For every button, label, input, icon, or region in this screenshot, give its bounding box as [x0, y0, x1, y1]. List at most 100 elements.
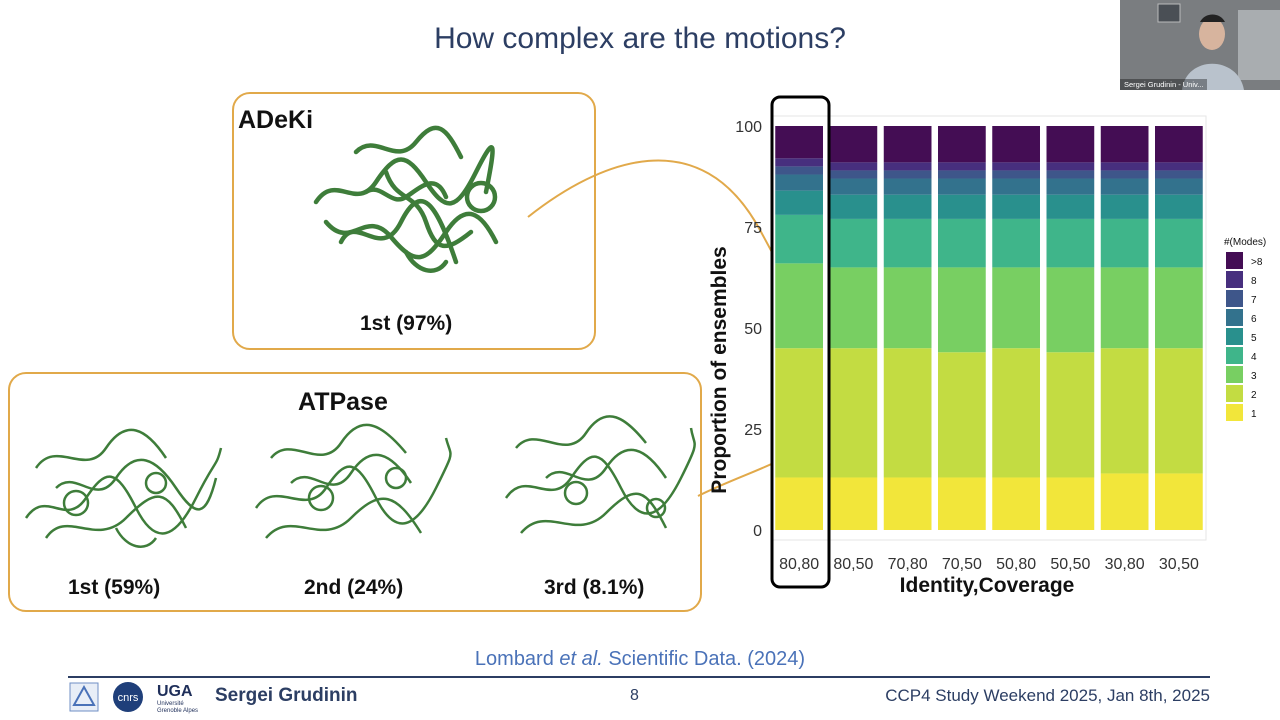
bar-segment-30-80-modes-2 — [1100, 348, 1149, 474]
bar-segment-70-80-modes-gt8 — [883, 126, 932, 163]
bar-segment-70-50-modes-4 — [938, 218, 986, 268]
bar-segment-30-80-modes-4 — [1100, 218, 1149, 268]
legend-label: 3 — [1251, 371, 1257, 382]
x-axis-ticks: 80,80 80,50 70,80 70,50 50,80 50,50 30,80 30,50 — [779, 556, 1199, 573]
atpase-rank-3: 3rd (8.1%) — [544, 576, 645, 599]
legend-label: 5 — [1251, 333, 1257, 344]
adeki-rank-1: 1st (97%) — [360, 312, 453, 335]
bar-segment-70-80-modes-7 — [883, 170, 932, 179]
legend-swatch — [1226, 309, 1243, 326]
bar-segment-70-80-modes-4 — [883, 218, 932, 268]
bar-segment-30-80-modes-7 — [1100, 170, 1149, 179]
x-tick-label: 30,50 — [1159, 556, 1199, 573]
citation[interactable]: Lombard et al. Scientific Data. (2024) — [474, 648, 806, 670]
bar-segment-70-80-modes-3 — [883, 267, 932, 349]
bar-segment-80-80-modes-4 — [775, 214, 823, 264]
footer-event: CCP4 Study Weekend 2025, Jan 8th, 2025 — [885, 686, 1210, 705]
bar-segment-70-50-modes-1 — [938, 477, 986, 530]
bar-segment-80-50-modes-3 — [829, 267, 878, 349]
atpase-rank-2: 2nd (24%) — [304, 576, 404, 599]
bar-segment-30-50-modes-gt8 — [1155, 126, 1203, 163]
slide-title: How complex are the motions? — [434, 22, 846, 55]
bar-segment-30-50-modes-6 — [1155, 178, 1203, 195]
bar-segment-50-80-modes-gt8 — [992, 126, 1040, 163]
bar-segment-30-50-modes-8 — [1155, 162, 1203, 171]
bar-segment-80-80-modes-7 — [775, 166, 823, 175]
bar-segment-30-80-modes-1 — [1100, 473, 1149, 530]
atpase-structure-image-1 — [24, 428, 223, 548]
legend-swatch — [1226, 328, 1243, 345]
legend-label: 7 — [1251, 295, 1257, 306]
bar-segment-70-50-modes-5 — [938, 194, 986, 219]
bar-segment-30-50-modes-5 — [1155, 194, 1203, 219]
bar-segment-30-80-modes-8 — [1100, 162, 1149, 171]
atpase-rank-1: 1st (59%) — [68, 576, 161, 599]
x-tick-label: 30,80 — [1105, 556, 1145, 573]
legend-swatch — [1226, 271, 1243, 288]
y-tick-label: 50 — [744, 321, 762, 338]
footer-divider — [68, 676, 1210, 678]
adeki-structure-image — [313, 125, 499, 273]
bar-segment-50-50-modes-8 — [1046, 162, 1095, 171]
bar-segment-80-80-modes-6 — [775, 174, 823, 191]
bar-segment-80-50-modes-2 — [829, 348, 878, 478]
y-tick-label: 100 — [735, 119, 762, 136]
y-tick-label: 75 — [744, 220, 762, 237]
x-tick-label: 50,80 — [996, 556, 1036, 573]
bar-segment-80-80-modes-8 — [775, 158, 823, 167]
x-tick-label: 80,80 — [779, 556, 819, 573]
cnrs-logo: cnrs — [113, 682, 143, 712]
webcam-overlay: Sergei Grudinin - Univ... — [1120, 0, 1280, 90]
bar-segment-50-50-modes-2 — [1046, 352, 1095, 478]
x-tick-label: 70,80 — [888, 556, 928, 573]
bar-segment-50-80-modes-1 — [992, 477, 1040, 530]
legend-swatch — [1226, 252, 1243, 269]
bar-segment-30-80-modes-gt8 — [1100, 126, 1149, 163]
bar-segment-50-80-modes-5 — [992, 194, 1040, 219]
svg-text:UGA: UGA — [157, 683, 193, 700]
bar-segment-50-50-modes-5 — [1046, 194, 1095, 219]
atpase-title: ATPase — [298, 388, 388, 416]
legend-swatch — [1226, 347, 1243, 364]
legend-swatch — [1226, 385, 1243, 402]
highlight-box — [770, 95, 831, 589]
bar-segment-30-50-modes-4 — [1155, 218, 1203, 268]
y-tick-label: 25 — [744, 422, 762, 439]
x-tick-label: 70,50 — [942, 556, 982, 573]
legend-label: 2 — [1251, 390, 1257, 401]
bar-segment-80-80-modes-2 — [775, 348, 823, 478]
bar-segment-30-80-modes-3 — [1100, 267, 1149, 349]
bar-segment-70-50-modes-gt8 — [938, 126, 986, 163]
footer-author: Sergei Grudinin — [215, 685, 358, 706]
x-tick-label: 80,50 — [833, 556, 873, 573]
svg-text:cnrs: cnrs — [118, 692, 139, 704]
bar-segment-80-80-modes-1 — [775, 477, 823, 530]
bar-segment-70-80-modes-2 — [883, 348, 932, 478]
bar-segment-70-50-modes-6 — [938, 178, 986, 195]
bar-segment-80-80-modes-5 — [775, 190, 823, 215]
legend-swatch — [1226, 290, 1243, 307]
bar-segment-80-50-modes-5 — [829, 194, 878, 219]
bar-segment-70-50-modes-2 — [938, 352, 986, 478]
bar-segment-30-80-modes-5 — [1100, 194, 1149, 219]
bar-segment-80-80-modes-gt8 — [775, 126, 823, 159]
bar-segment-80-50-modes-7 — [829, 170, 878, 179]
bar-segment-30-80-modes-6 — [1100, 178, 1149, 195]
legend-swatch — [1226, 366, 1243, 383]
bar-segment-70-80-modes-1 — [883, 477, 932, 530]
bar-segment-50-50-modes-6 — [1046, 178, 1095, 195]
bar-segment-80-50-modes-gt8 — [829, 126, 878, 163]
y-axis-ticks: 0 25 50 75 100 — [735, 119, 762, 540]
legend-label: 1 — [1251, 409, 1257, 420]
legend-label: 6 — [1251, 314, 1257, 325]
bar-segment-30-50-modes-2 — [1155, 348, 1203, 474]
bar-segment-70-50-modes-7 — [938, 170, 986, 179]
bar-segment-70-80-modes-6 — [883, 178, 932, 195]
bar-segment-50-50-modes-1 — [1046, 477, 1095, 530]
atpase-structure-image-3 — [504, 415, 696, 534]
legend-label: >8 — [1251, 257, 1263, 268]
bar-segment-70-50-modes-8 — [938, 162, 986, 171]
legend-label: 8 — [1251, 276, 1257, 287]
y-axis-title: Proportion of ensembles — [708, 246, 731, 493]
